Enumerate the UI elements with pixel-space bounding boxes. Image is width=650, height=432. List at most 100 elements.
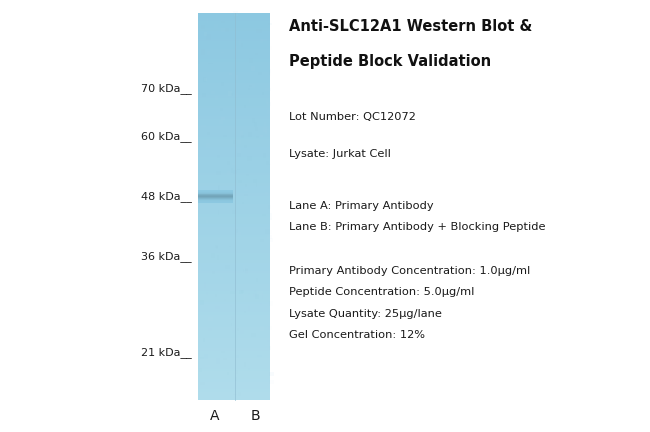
Bar [221, 27, 226, 31]
Bar [231, 323, 233, 326]
Bar [198, 34, 270, 36]
Bar [209, 317, 213, 321]
Bar [198, 54, 270, 57]
Bar [198, 114, 270, 116]
Bar [267, 235, 272, 239]
Bar [207, 259, 212, 262]
Bar [255, 324, 258, 328]
Bar [198, 299, 270, 302]
Bar [198, 240, 270, 242]
Bar [206, 225, 208, 230]
Bar [204, 354, 209, 359]
Bar [218, 210, 219, 215]
Bar [245, 184, 247, 187]
Bar [266, 102, 270, 106]
Bar [198, 201, 270, 204]
Bar [198, 333, 270, 335]
Bar [198, 195, 233, 196]
Bar [206, 343, 208, 346]
Bar [225, 34, 230, 36]
Bar [216, 257, 219, 260]
Bar [198, 198, 233, 199]
Bar [234, 14, 239, 16]
Bar [235, 377, 237, 381]
Bar [198, 353, 270, 356]
Bar [260, 135, 263, 137]
Bar [198, 322, 270, 325]
Bar [207, 49, 211, 53]
Bar [233, 140, 237, 144]
Bar [216, 172, 221, 175]
Bar [246, 175, 248, 176]
Bar [265, 229, 270, 234]
Bar [269, 346, 271, 350]
Bar [206, 135, 210, 140]
Bar [198, 314, 270, 317]
Bar [217, 155, 220, 158]
Bar [266, 245, 270, 250]
Bar [209, 198, 213, 203]
Bar [233, 66, 235, 71]
Bar [218, 186, 220, 191]
Bar [211, 254, 215, 258]
Bar [198, 389, 270, 392]
Bar [225, 28, 229, 32]
Text: Lysate Quantity: 25µg/lane: Lysate Quantity: 25µg/lane [289, 309, 442, 319]
Bar [216, 359, 220, 364]
Bar [227, 372, 229, 375]
Bar [206, 292, 208, 295]
Bar [198, 108, 270, 111]
Bar [253, 179, 257, 183]
Bar [198, 371, 270, 374]
Bar [214, 259, 216, 262]
Bar [232, 330, 235, 333]
Bar [229, 318, 232, 319]
Bar [216, 15, 217, 18]
Bar [231, 316, 234, 320]
Bar [239, 289, 243, 294]
Bar [230, 197, 233, 200]
Bar [260, 197, 263, 199]
Bar [224, 358, 227, 360]
Bar [198, 214, 270, 216]
Bar [205, 210, 209, 213]
Bar [198, 41, 270, 44]
Bar [247, 156, 252, 162]
Bar [267, 340, 270, 342]
Bar [240, 290, 244, 293]
Bar [227, 124, 231, 127]
Bar [265, 88, 270, 91]
Bar [198, 142, 270, 144]
Bar [224, 292, 227, 297]
Bar [220, 244, 225, 245]
Bar [243, 269, 244, 272]
Bar [224, 105, 225, 107]
Bar [209, 223, 213, 224]
Bar [202, 337, 206, 342]
Bar [198, 165, 270, 168]
Bar [198, 160, 270, 162]
Bar [215, 306, 220, 309]
Bar [198, 162, 270, 165]
Bar [214, 250, 215, 254]
Text: B: B [251, 409, 260, 422]
Bar [268, 70, 270, 75]
Bar [227, 161, 230, 165]
Bar [198, 286, 270, 289]
Bar [266, 99, 268, 105]
Bar [255, 279, 256, 282]
Bar [267, 218, 272, 219]
Bar [268, 46, 272, 50]
Bar [257, 291, 263, 295]
Bar [222, 21, 225, 23]
Bar [198, 343, 270, 346]
Bar [198, 222, 270, 224]
Bar [233, 11, 238, 14]
Bar [198, 44, 270, 47]
Bar [223, 135, 227, 137]
Bar [198, 211, 270, 214]
Bar [220, 286, 221, 289]
Bar [198, 202, 233, 203]
Bar [198, 381, 270, 384]
Bar [242, 364, 243, 368]
